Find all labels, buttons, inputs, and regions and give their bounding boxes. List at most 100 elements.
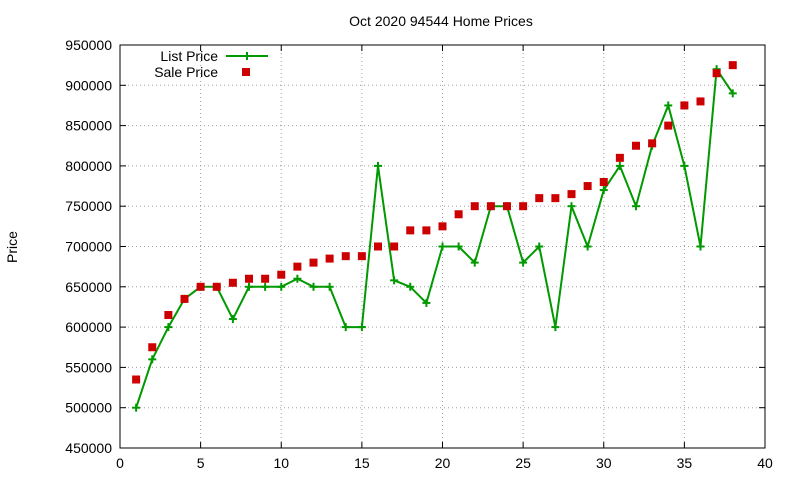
list-price-point	[728, 89, 737, 98]
y-tick-label: 700000	[65, 239, 112, 255]
x-tick-label: 10	[273, 455, 289, 471]
list-price-point	[454, 242, 463, 251]
list-price-point	[438, 242, 447, 251]
axes-layer: 450000 500000 550000 600000 650000 700000 7500…	[65, 37, 773, 471]
list-price-point	[277, 282, 286, 291]
x-tick-label: 25	[515, 455, 531, 471]
sale-price-point	[228, 278, 237, 287]
legend-label: Sale Price	[154, 64, 218, 80]
y-tick-label: 500000	[65, 400, 112, 416]
list-price-point	[567, 202, 576, 211]
list-price-point	[422, 298, 431, 307]
list-price-point	[519, 258, 528, 267]
sale-price-point	[309, 258, 318, 267]
legend-marker	[242, 68, 250, 76]
sale-price-series	[132, 61, 737, 384]
sale-price-point	[696, 97, 705, 106]
list-price-point	[374, 161, 382, 170]
sale-price-point	[180, 294, 189, 303]
y-tick-label: 600000	[65, 319, 112, 335]
y-tick-label: 750000	[65, 198, 112, 214]
sale-price-point	[583, 182, 592, 191]
sale-price-point	[341, 252, 350, 261]
y-tick-label: 450000	[65, 440, 112, 456]
sale-price-point	[148, 343, 157, 352]
sale-price-point	[325, 254, 334, 263]
list-price-point	[535, 242, 544, 251]
list-price-point	[470, 258, 479, 267]
list-price-point	[406, 282, 415, 291]
sale-price-point	[519, 202, 528, 211]
sale-price-point	[357, 252, 366, 261]
legend-label: List Price	[160, 48, 218, 64]
sale-price-point	[293, 262, 302, 271]
x-tick-label: 30	[596, 455, 612, 471]
chart-title: Oct 2020 94544 Home Prices	[349, 13, 533, 29]
sale-price-point	[486, 202, 495, 211]
sale-price-point	[406, 226, 415, 235]
sale-price-point	[164, 311, 173, 320]
list-price-point	[357, 323, 366, 332]
list-price-point	[583, 242, 592, 251]
list-price-point	[599, 186, 608, 195]
list-price-point	[390, 276, 399, 285]
y-axis-label: Price	[4, 231, 20, 263]
sale-price-point	[599, 178, 608, 187]
sale-price-point	[632, 141, 640, 150]
x-tick-label: 35	[677, 455, 693, 471]
list-price-point	[341, 323, 350, 332]
list-price-point	[551, 323, 560, 332]
sale-price-point	[390, 242, 399, 251]
sale-price-point	[503, 202, 511, 211]
x-tick-label: 15	[354, 455, 370, 471]
sale-price-point	[567, 190, 576, 199]
list-price-point	[680, 161, 689, 170]
y-tick-label: 850000	[65, 118, 112, 134]
sale-price-point	[728, 61, 737, 70]
x-tick-label: 40	[757, 455, 773, 471]
sale-price-point	[680, 101, 689, 110]
sale-price-point	[277, 270, 286, 279]
list-price-point	[615, 161, 624, 170]
list-price-point	[245, 282, 253, 291]
list-price-point	[148, 355, 157, 364]
list-price-point	[664, 101, 673, 110]
list-price-point	[293, 274, 302, 283]
x-tick-label: 5	[197, 455, 205, 471]
sale-price-point	[132, 375, 141, 384]
series-layer	[132, 61, 737, 412]
sale-price-point	[422, 226, 431, 235]
list-price-point	[325, 282, 334, 291]
list-price-point	[261, 282, 270, 291]
x-tick-label: 20	[435, 455, 451, 471]
y-tick-label: 650000	[65, 279, 112, 295]
list-price-point	[164, 323, 173, 332]
list-price-point	[309, 282, 318, 291]
sale-price-point	[615, 153, 624, 162]
sale-price-point	[648, 139, 657, 148]
sale-price-point	[454, 210, 463, 219]
legend-marker	[243, 52, 251, 60]
y-tick-label: 550000	[65, 359, 112, 375]
y-tick-label: 800000	[65, 158, 112, 174]
sale-price-point	[664, 121, 673, 130]
list-price-series	[132, 65, 737, 412]
x-tick-label: 0	[116, 455, 124, 471]
y-tick-label: 900000	[65, 77, 112, 93]
sale-price-point	[551, 194, 560, 203]
sale-price-point	[212, 282, 221, 291]
sale-price-point	[470, 202, 479, 211]
sale-price-point	[438, 222, 447, 231]
list-price-point	[228, 315, 237, 324]
sale-price-point	[374, 242, 382, 251]
sale-price-point	[196, 282, 205, 291]
sale-price-point	[261, 274, 270, 283]
sale-price-point	[535, 194, 544, 203]
sale-price-point	[712, 69, 721, 78]
list-price-point	[632, 202, 640, 211]
list-price-point	[696, 242, 705, 251]
list-price-point	[132, 403, 141, 412]
y-tick-label: 950000	[65, 37, 112, 53]
